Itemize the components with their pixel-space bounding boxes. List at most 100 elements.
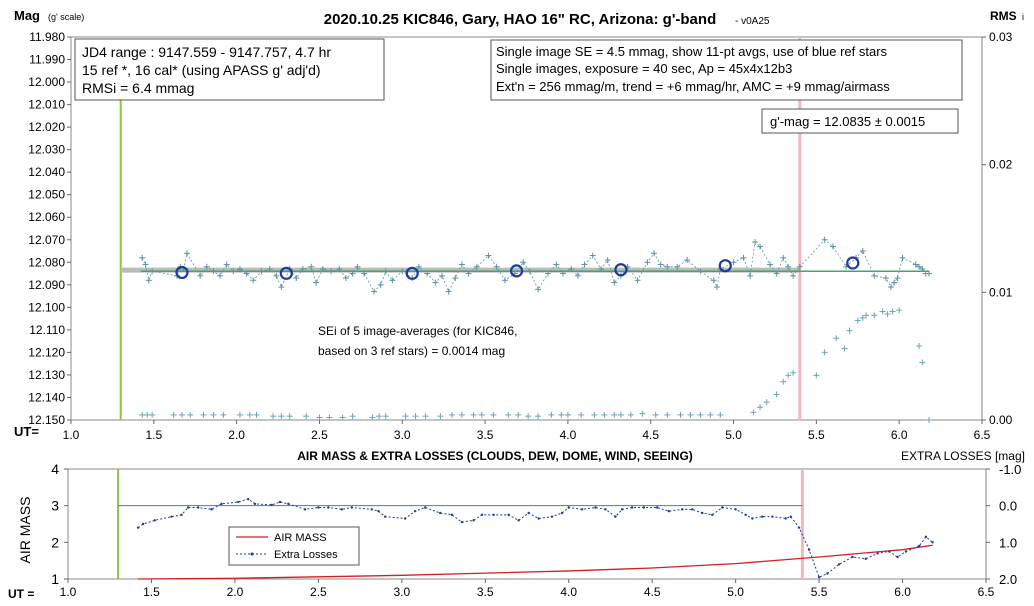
top-ytick-label: 12.150 — [28, 413, 65, 427]
extra-losses-point — [377, 509, 380, 513]
top-ytick-label: 12.000 — [28, 75, 65, 89]
top-xtick-label: 6.5 — [974, 428, 991, 442]
extra-losses-point — [642, 506, 646, 509]
rms-point — [200, 411, 207, 418]
mag-point — [553, 261, 560, 268]
mag-point — [465, 270, 472, 277]
extra-losses-point — [864, 557, 868, 561]
rms-point — [458, 411, 465, 418]
rms-point — [303, 413, 310, 420]
extra-losses-point — [287, 502, 290, 506]
rms-point — [697, 411, 704, 418]
rms-point — [863, 312, 870, 319]
extra-losses-point — [439, 511, 442, 515]
top-ytick-label: 12.080 — [28, 255, 65, 269]
extra-losses-point — [931, 541, 934, 544]
mag-point — [354, 263, 361, 270]
extra-losses-point — [270, 503, 273, 507]
rms-point — [448, 411, 455, 418]
mag-point — [203, 263, 210, 270]
mag-point — [501, 277, 508, 284]
bottom-ytick-label: 2 — [51, 534, 59, 550]
mag-point — [644, 259, 651, 266]
extra-losses-point — [517, 519, 520, 522]
rms-point — [187, 411, 194, 418]
top-ytick-label: 12.060 — [28, 210, 65, 224]
rms-point — [871, 312, 878, 319]
top-y2tick-label: 0.01 — [989, 285, 1013, 299]
series-air-mass — [138, 544, 933, 580]
extra-losses-point — [340, 508, 343, 511]
mag-point — [713, 284, 720, 291]
mag-point — [336, 266, 343, 273]
series-single-images — [139, 236, 932, 295]
top-ylabel-sub: (g' scale) — [48, 12, 84, 22]
mag-point — [821, 236, 828, 243]
top-ytick-label: 12.130 — [28, 368, 65, 382]
rms-point — [478, 411, 485, 418]
rms-point — [490, 411, 497, 418]
extra-losses-point — [186, 506, 190, 509]
mag-point — [559, 270, 566, 277]
extra-losses-point — [721, 506, 724, 509]
mag-point — [785, 263, 792, 270]
rms-point — [884, 311, 891, 318]
rms-point — [246, 411, 253, 418]
top-ytick-label: 12.120 — [28, 345, 65, 359]
rms-point — [316, 414, 323, 421]
mag-point — [377, 281, 384, 288]
rms-point — [515, 411, 522, 418]
extra-losses-point — [247, 497, 250, 501]
rms-point — [652, 411, 659, 418]
extra-losses-point — [141, 522, 145, 526]
rms-point — [564, 411, 571, 418]
mag-point — [319, 266, 326, 273]
bottom-xtick-label: 4.5 — [644, 585, 661, 599]
rms-point — [286, 413, 293, 420]
mag-point — [780, 254, 787, 261]
rms-point — [916, 342, 923, 349]
rms-point — [821, 349, 828, 356]
mag-point — [342, 275, 349, 282]
rms-point — [763, 399, 770, 406]
mag-point — [916, 263, 923, 270]
rms-point — [558, 411, 565, 418]
mag-point — [399, 268, 406, 275]
rms-point — [785, 372, 792, 379]
extra-losses-point — [789, 515, 792, 518]
top-ytick-label: 12.090 — [28, 278, 65, 292]
top-xtick-label: 4.5 — [642, 428, 659, 442]
top-y2tick-label: 0.00 — [989, 413, 1013, 427]
mag-point — [674, 263, 681, 270]
extra-losses-point — [744, 513, 747, 517]
rms-point — [757, 404, 764, 411]
mag-point — [258, 268, 265, 275]
bottom-xtick-label: 2.0 — [227, 585, 244, 599]
mag-point — [740, 254, 747, 261]
series-averages — [175, 256, 860, 280]
mag-point — [611, 279, 618, 286]
rms-point — [505, 411, 512, 418]
top-ytick-label: 12.040 — [28, 165, 65, 179]
mag-point — [243, 270, 250, 277]
mag-point — [485, 252, 492, 259]
mag-point — [445, 288, 452, 295]
top-y2label-main: RMS — [990, 9, 1017, 23]
mag-point — [382, 268, 389, 275]
mag-point — [439, 272, 446, 279]
top-xtick-label: 5.0 — [725, 428, 742, 442]
rms-point — [422, 413, 429, 420]
mag-point — [526, 268, 533, 275]
rms-point — [578, 411, 585, 418]
top-xtick-label: 2.0 — [228, 428, 245, 442]
extra-losses-point — [196, 506, 200, 509]
rms-point — [846, 327, 853, 334]
bottom-ylabel: AIR MASS — [17, 497, 33, 564]
top-ytick-label: 12.020 — [28, 120, 65, 134]
extra-losses-point — [220, 502, 223, 506]
annotation-left-box: JD4 range : 9147.559 - 9147.757, 4.7 hr … — [74, 38, 385, 101]
rms-point — [278, 413, 285, 420]
top-chart-version: - v0A25 — [735, 16, 770, 27]
mag-point — [210, 268, 217, 275]
